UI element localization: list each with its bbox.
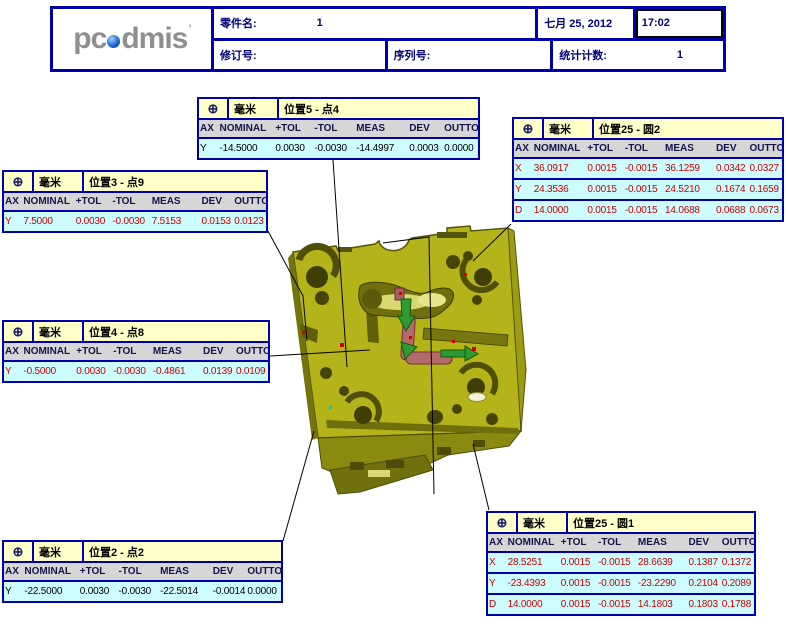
dim-table-pos25-circle2: ⊕ 毫米 位置25 - 圆2 AX NOMINAL +TOL -TOL MEAS DEV O… <box>512 117 784 222</box>
position-symbol-icon: ⊕ <box>4 542 34 561</box>
dim-row: Y 24.3536 0.0015 -0.0015 24.5210 0.1674 0.1659 <box>514 178 782 200</box>
dim-row: D 14.0000 0.0015 -0.0015 14.0688 0.0688 0.0673 <box>514 199 782 220</box>
pcdmis-logo: pc dmis’ <box>53 9 214 69</box>
dim-row: Y -22.5000 0.0030 -0.0030 -22.5014 -0.0014 0.0… <box>4 581 281 601</box>
dim-table-pos5-point4: ⊕ 毫米 位置5 - 点4 AX NOMINAL +TOL -TOL MEAS DEV OU… <box>197 97 480 160</box>
units-label: 毫米 <box>34 542 84 561</box>
part-name-label: 零件名: <box>220 18 257 31</box>
dim-title: 位置5 - 点4 <box>279 99 478 118</box>
dim-row: Y -14.5000 0.0030 -0.0030 -14.4997 0.0003 0.00… <box>199 138 478 158</box>
dim-title: 位置25 - 圆1 <box>568 513 754 532</box>
position-symbol-icon: ⊕ <box>514 119 544 138</box>
logo-text-pc: pc <box>73 22 107 55</box>
stats-count-value: 1 <box>676 48 684 61</box>
logo-trademark: ’ <box>188 22 192 36</box>
units-label: 毫米 <box>34 322 84 341</box>
dim-title: 位置4 - 点8 <box>84 322 268 341</box>
logo-dot-icon <box>107 34 121 48</box>
dim-row: X 28.5251 0.0015 -0.0015 28.6639 0.1387 0.1372 <box>488 552 754 573</box>
dim-table-pos3-point9: ⊕ 毫米 位置3 - 点9 AX NOMINAL +TOL -TOL MEAS DEV OU… <box>2 170 268 233</box>
position-symbol-icon: ⊕ <box>4 322 34 341</box>
units-label: 毫米 <box>34 172 84 191</box>
dim-row: X 36.0917 0.0015 -0.0015 36.1259 0.0342 0.0327 <box>514 158 782 179</box>
hit-point-markers <box>302 273 476 409</box>
position-symbol-icon: ⊕ <box>4 172 34 191</box>
position-symbol-icon: ⊕ <box>488 513 518 532</box>
position-symbol-icon: ⊕ <box>199 99 229 118</box>
dim-table-pos2-point2: ⊕ 毫米 位置2 - 点2 AX NOMINAL +TOL -TOL MEAS DEV OU… <box>2 540 283 603</box>
dim-row: Y -0.5000 0.0030 -0.0030 -0.4861 0.0139 0.0109 <box>4 361 268 381</box>
revision-label: 修订号: <box>220 49 257 62</box>
stats-count-label: 统计计数: <box>559 49 607 62</box>
dim-table-pos4-point8: ⊕ 毫米 位置4 - 点8 AX NOMINAL +TOL -TOL MEAS DEV OU… <box>2 320 270 383</box>
units-label: 毫米 <box>229 99 279 118</box>
units-label: 毫米 <box>518 513 568 532</box>
dim-title: 位置3 - 点9 <box>84 172 266 191</box>
dim-row: D 14.0000 0.0015 -0.0015 14.1803 0.1803 0.1788 <box>488 593 754 614</box>
report-header: pc dmis’ 零件名: 1 七月 25, 2012 17:02 修订号: 序列… <box>50 6 726 72</box>
dim-row: Y -23.4393 0.0015 -0.0015 -23.2290 0.2104 0.20… <box>488 572 754 594</box>
logo-text-dmis: dmis <box>121 22 188 55</box>
probe-vector-markers <box>397 298 480 362</box>
part-name-value: 1 <box>316 17 323 30</box>
report-time: 17:02 <box>641 17 670 30</box>
dim-table-pos25-circle1: ⊕ 毫米 位置25 - 圆1 AX NOMINAL +TOL -TOL MEAS DEV O… <box>486 511 756 616</box>
report-date: 七月 25, 2012 <box>544 18 613 31</box>
dim-title: 位置2 - 点2 <box>84 542 281 561</box>
serial-label: 序列号: <box>393 49 431 62</box>
leader-lines <box>267 159 512 542</box>
dim-row: Y 7.5000 0.0030 -0.0030 7.5153 0.0153 0.0123 <box>4 211 266 231</box>
dim-title: 位置25 - 圆2 <box>594 119 782 138</box>
units-label: 毫米 <box>544 119 594 138</box>
